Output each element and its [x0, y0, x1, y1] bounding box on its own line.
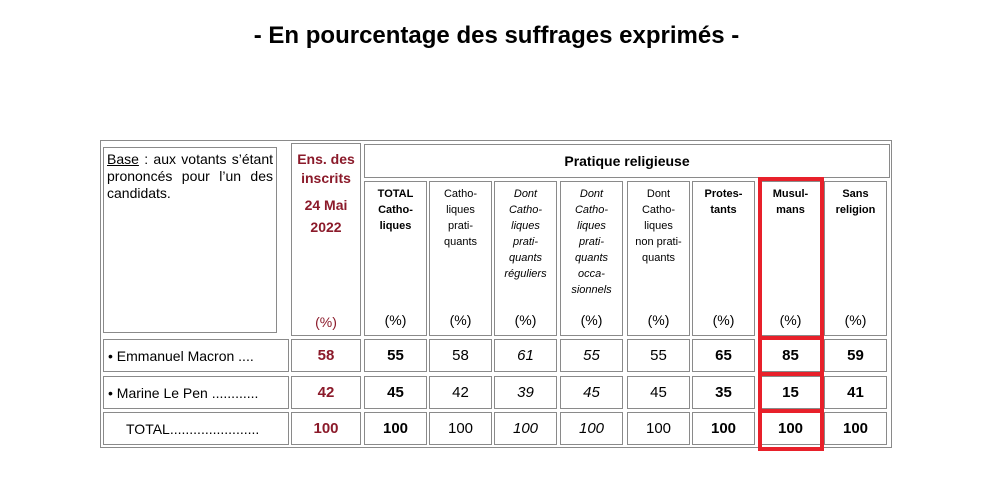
highlight-separator	[758, 336, 824, 340]
table-cell: 100	[759, 412, 822, 445]
column-header: Catho- liques prati- quants (%)	[429, 181, 492, 336]
table-cell: 35	[692, 376, 755, 409]
column-pct: (%)	[514, 312, 537, 328]
column-pct: (%)	[779, 312, 802, 328]
row-label: • Emmanuel Macron ....	[103, 339, 289, 372]
ens-line4: 2022	[310, 219, 342, 235]
base-label: Base	[107, 151, 139, 167]
table-cell: 100	[692, 412, 755, 445]
column-label: Sans religion	[835, 188, 876, 216]
column-pct: (%)	[384, 312, 407, 328]
column-pct: (%)	[580, 312, 603, 328]
highlight-separator	[758, 372, 824, 376]
base-text: : aux votants s’étant prononcés pour l’u…	[107, 151, 273, 201]
table-cell: 42	[429, 376, 492, 409]
table-cell: 100	[429, 412, 492, 445]
table-cell: 55	[560, 339, 623, 372]
column-label: Dont Catho- liques prati- quants régulie…	[504, 188, 547, 280]
column-label: TOTAL Catho- liques	[377, 188, 414, 232]
column-label: Dont Catho- liques non prati- quants	[635, 188, 682, 264]
row-ens-value: 58	[291, 339, 361, 372]
table-cell: 100	[364, 412, 427, 445]
table-cell: 61	[494, 339, 557, 372]
column-header: Sans religion (%)	[824, 181, 887, 336]
column-header: Dont Catho- liques non prati- quants (%)	[627, 181, 690, 336]
column-header: Dont Catho- liques prati- quants régulie…	[494, 181, 557, 336]
ens-line2: inscrits	[301, 170, 351, 186]
column-label: Dont Catho- liques prati- quants occa- s…	[571, 188, 612, 296]
column-pct: (%)	[844, 312, 867, 328]
row-label: • Marine Le Pen ............	[103, 376, 289, 409]
column-pct: (%)	[449, 312, 472, 328]
column-label: Musul- mans	[772, 188, 809, 216]
table-cell: 15	[759, 376, 822, 409]
group-header: Pratique religieuse	[364, 144, 890, 178]
column-header: Musul- mans (%)	[759, 181, 822, 336]
table-cell: 100	[627, 412, 690, 445]
table-frame	[100, 140, 892, 448]
table-cell: 59	[824, 339, 887, 372]
column-header: TOTAL Catho- liques (%)	[364, 181, 427, 336]
ens-header-title: Ens. des inscrits	[292, 150, 360, 188]
ens-line3: 24 Mai	[304, 197, 348, 213]
highlight-separator	[758, 409, 824, 413]
table-cell: 58	[429, 339, 492, 372]
column-header: Protes- tants (%)	[692, 181, 755, 336]
table-cell: 41	[824, 376, 887, 409]
table-cell: 85	[759, 339, 822, 372]
row-ens-value: 42	[291, 376, 361, 409]
table-cell: 45	[627, 376, 690, 409]
base-note: Base : aux votants s’étant prononcés pou…	[103, 147, 277, 333]
ens-header-date: 24 Mai 2022	[292, 194, 360, 238]
table-cell: 55	[364, 339, 427, 372]
table-cell: 55	[627, 339, 690, 372]
table-cell: 45	[364, 376, 427, 409]
page-title: - En pourcentage des suffrages exprimés …	[253, 22, 740, 49]
table-cell: 39	[494, 376, 557, 409]
ens-pct: (%)	[315, 314, 337, 330]
column-label: Catho- liques prati- quants	[443, 188, 478, 248]
table-cell: 100	[494, 412, 557, 445]
table-cell: 100	[560, 412, 623, 445]
table-cell: 45	[560, 376, 623, 409]
row-label: TOTAL.......................	[103, 412, 289, 445]
row-ens-value: 100	[291, 412, 361, 445]
column-header: Dont Catho- liques prati- quants occa- s…	[560, 181, 623, 336]
table-cell: 100	[824, 412, 887, 445]
ens-line1: Ens. des	[297, 151, 355, 167]
column-label: Protes- tants	[704, 188, 743, 216]
table-cell: 65	[692, 339, 755, 372]
column-pct: (%)	[647, 312, 670, 328]
ens-header: Ens. des inscrits 24 Mai 2022 (%)	[291, 143, 361, 336]
column-pct: (%)	[712, 312, 735, 328]
